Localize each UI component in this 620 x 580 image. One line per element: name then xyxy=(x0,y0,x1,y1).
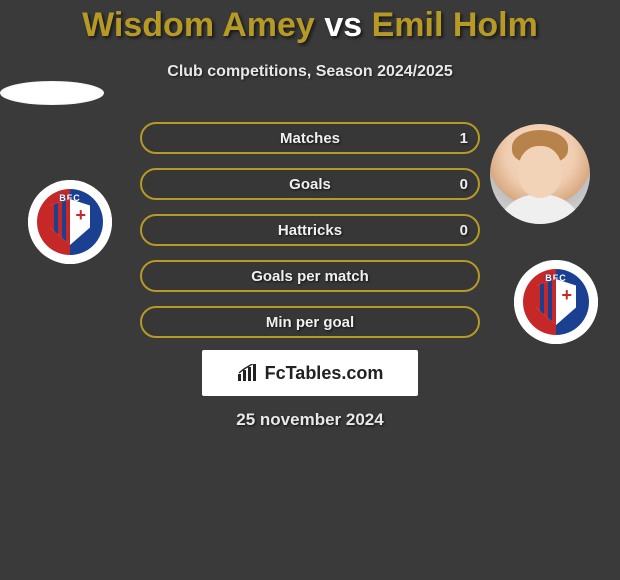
player2-shirt xyxy=(500,194,580,224)
crest-inner: BFC xyxy=(37,189,103,255)
stat-right: 0 xyxy=(460,176,468,193)
stat-right: 1 xyxy=(460,130,468,147)
stat-label: Goals per match xyxy=(251,268,369,285)
title-player1: Wisdom Amey xyxy=(82,6,315,44)
stat-row-min-per-goal: Min per goal xyxy=(140,306,480,338)
date-text: 25 november 2024 xyxy=(0,410,620,430)
player1-club-crest: BFC xyxy=(28,180,112,264)
stat-label: Matches xyxy=(280,130,340,147)
stat-row-goals: Goals 0 xyxy=(140,168,480,200)
player2-face xyxy=(518,146,562,198)
title-player2: Emil Holm xyxy=(372,6,538,44)
player1-avatar xyxy=(0,81,104,105)
stat-label: Goals xyxy=(289,176,331,193)
branding-box: FcTables.com xyxy=(202,350,418,396)
stat-row-goals-per-match: Goals per match xyxy=(140,260,480,292)
branding-text: FcTables.com xyxy=(265,363,384,384)
crest-inner: BFC xyxy=(523,269,589,335)
stat-row-matches: Matches 1 xyxy=(140,122,480,154)
stats-container: Matches 1 Goals 0 Hattricks 0 Goals per … xyxy=(140,122,480,352)
stat-label: Hattricks xyxy=(278,222,342,239)
subtitle: Club competitions, Season 2024/2025 xyxy=(0,63,620,81)
crest-shield xyxy=(536,279,576,325)
title-vs: vs xyxy=(324,6,362,44)
stat-right: 0 xyxy=(460,222,468,239)
comparison-title: Wisdom Amey vs Emil Holm xyxy=(0,0,620,45)
stat-row-hattricks: Hattricks 0 xyxy=(140,214,480,246)
player2-club-crest: BFC xyxy=(514,260,598,344)
player2-avatar xyxy=(490,124,590,224)
stat-label: Min per goal xyxy=(266,314,354,331)
crest-shield xyxy=(50,199,90,245)
branding-bars-icon xyxy=(237,364,259,382)
